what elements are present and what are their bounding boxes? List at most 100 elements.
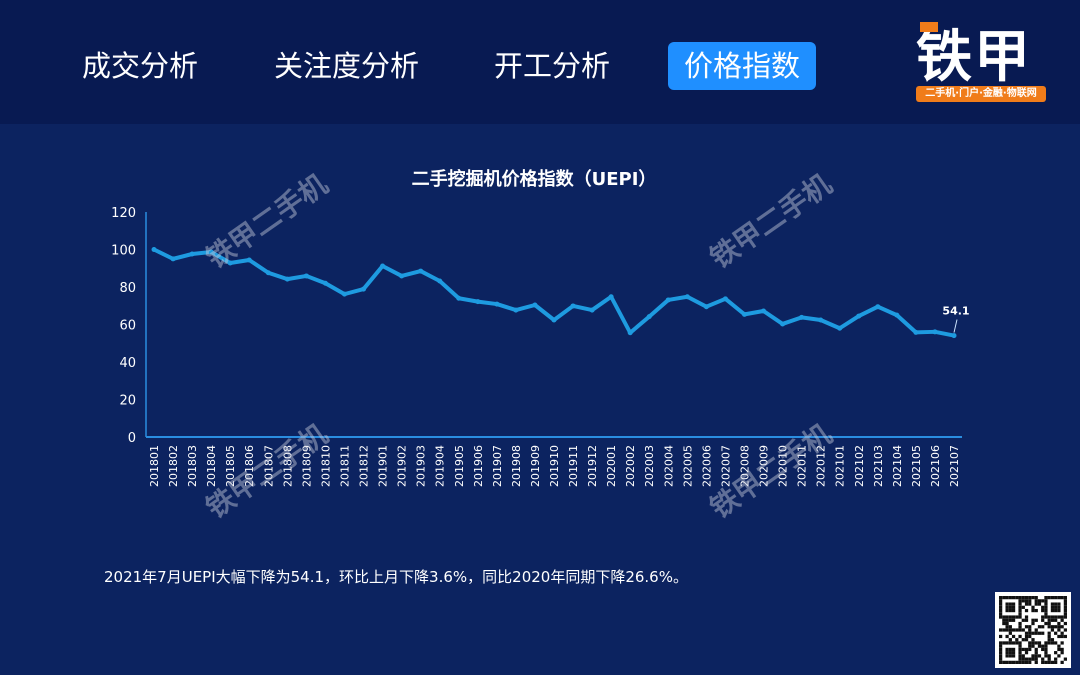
data-point <box>380 263 386 269</box>
data-point <box>246 257 252 263</box>
x-tick-label: 202009 <box>758 445 771 487</box>
data-point <box>856 313 862 319</box>
data-point <box>684 294 690 300</box>
y-tick-label: 80 <box>119 281 136 296</box>
data-point <box>894 312 900 318</box>
summary-caption: 2021年7月UEPI大幅下降为54.1，环比上月下降3.6%，同比2020年同… <box>104 568 688 586</box>
data-point <box>265 270 271 276</box>
data-point <box>913 329 919 335</box>
data-point <box>932 329 938 335</box>
y-tick-label: 100 <box>111 244 136 259</box>
x-tick-label: 201902 <box>396 445 409 487</box>
x-tick-label: 201805 <box>224 445 237 487</box>
tab-attention-analysis[interactable]: 关注度分析 <box>274 49 420 83</box>
data-point <box>361 286 367 292</box>
tab-price-index[interactable]: 价格指数 <box>668 42 817 90</box>
data-point <box>189 251 195 257</box>
x-tick-label: 201906 <box>472 445 485 487</box>
x-tick-label: 202011 <box>796 445 809 487</box>
x-tick-label: 201810 <box>319 445 332 487</box>
x-tick-label: 201809 <box>300 445 313 487</box>
x-tick-label: 202103 <box>872 445 885 487</box>
data-point <box>437 278 443 284</box>
x-tick-label: 201812 <box>358 445 371 487</box>
data-point <box>741 311 747 317</box>
x-tick-label: 201910 <box>548 445 561 487</box>
data-point <box>703 304 709 310</box>
price-index-chart: 二手挖掘机价格指数（UEPI） 0 20 40 60 80 100 120 201801 2018… <box>111 168 969 487</box>
data-point <box>494 301 500 307</box>
data-point <box>570 303 576 309</box>
series-line <box>153 247 955 338</box>
data-point <box>818 317 824 323</box>
header: 成交分析 关注度分析 开工分析 价格指数 铁甲 二手机·门户·金融·物联网 <box>0 0 1080 124</box>
x-tick-label: 201808 <box>281 445 294 487</box>
data-point <box>951 333 957 339</box>
data-point <box>170 256 176 262</box>
chart-title: 二手挖掘机价格指数（UEPI） <box>412 168 657 190</box>
x-tick-label: 201912 <box>586 445 599 487</box>
data-point <box>551 317 557 323</box>
data-point <box>875 304 881 310</box>
x-tick-label: 202107 <box>948 445 961 487</box>
data-point <box>341 291 347 297</box>
x-tick-label: 202102 <box>853 445 866 487</box>
data-point <box>284 276 290 282</box>
data-point <box>608 294 614 300</box>
x-tick-label: 202002 <box>624 445 637 487</box>
x-tick-label: 201901 <box>377 445 390 487</box>
data-point <box>475 299 481 305</box>
x-tick-label: 202008 <box>738 445 751 487</box>
x-tick-label: 201909 <box>529 445 542 487</box>
x-tick-label: 202104 <box>891 445 904 487</box>
data-point <box>322 280 328 286</box>
x-tick-label: 202003 <box>643 445 656 487</box>
y-tick-label: 20 <box>119 394 136 409</box>
data-point <box>646 314 652 320</box>
x-tick-label: 201811 <box>338 445 351 487</box>
logo: 铁甲 二手机·门户·金融·物联网 <box>916 16 1048 104</box>
x-tick-label: 202105 <box>910 445 923 487</box>
tab-deal-analysis[interactable]: 成交分析 <box>82 49 199 83</box>
data-point <box>151 247 157 252</box>
x-tick-label: 201802 <box>167 445 180 487</box>
y-tick-label: 40 <box>119 356 136 371</box>
data-point <box>456 295 462 301</box>
data-point <box>227 260 233 266</box>
x-tick-label: 201804 <box>205 445 218 487</box>
x-tick-label: 202006 <box>700 445 713 487</box>
logo-accent <box>920 22 938 32</box>
data-point <box>837 325 843 331</box>
x-tick-label: 201911 <box>567 445 580 487</box>
x-tick-label: 202012 <box>815 445 828 487</box>
logo-text: 铁甲 <box>916 25 1032 90</box>
y-tick-label: 0 <box>128 431 136 446</box>
x-tick-label: 202010 <box>777 445 790 487</box>
y-tick-label: 120 <box>111 206 136 221</box>
data-point <box>627 330 633 336</box>
data-point <box>780 321 786 327</box>
data-point <box>513 307 519 313</box>
x-tick-label: 201803 <box>186 445 199 487</box>
data-point <box>418 268 424 274</box>
x-tick-label: 202007 <box>719 445 732 487</box>
qr-code <box>995 592 1071 668</box>
data-point <box>303 273 309 279</box>
tab-operation-analysis[interactable]: 开工分析 <box>494 49 611 83</box>
data-label: 54.1 <box>942 305 969 318</box>
x-tick-label: 201904 <box>434 445 447 487</box>
data-point <box>532 302 538 308</box>
data-point <box>589 307 595 313</box>
data-point <box>761 308 767 314</box>
x-tick-label: 201908 <box>510 445 523 487</box>
data-point <box>665 297 671 303</box>
x-tick-label: 202004 <box>662 445 675 487</box>
data-point <box>399 273 405 279</box>
x-tick-label: 201806 <box>243 445 256 487</box>
data-label-leader <box>953 319 958 333</box>
x-tick-label: 202101 <box>834 445 847 487</box>
logo-tagline: 二手机·门户·金融·物联网 <box>916 86 1046 102</box>
x-tick-label: 201907 <box>491 445 504 487</box>
x-tick-label: 201807 <box>262 445 275 487</box>
y-tick-label: 60 <box>119 319 136 334</box>
